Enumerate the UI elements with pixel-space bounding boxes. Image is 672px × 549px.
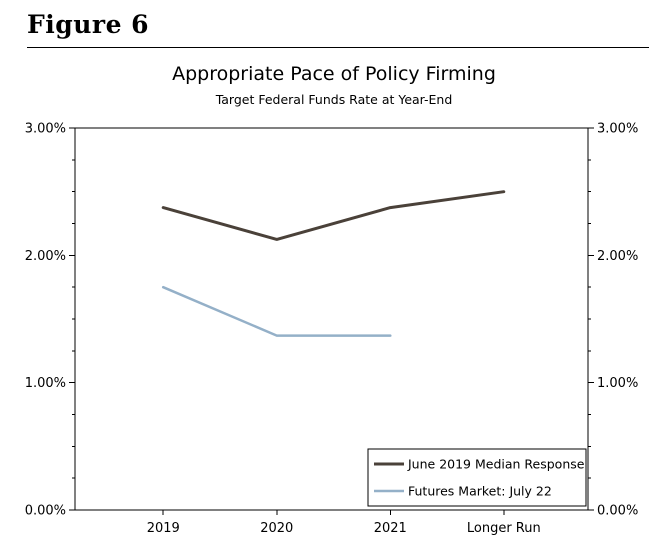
y-tick-label-right: 0.00% [597, 504, 638, 519]
series-line-1 [161, 285, 392, 337]
legend-label: June 2019 Median Response [407, 457, 585, 472]
chart-subtitle: Target Federal Funds Rate at Year-End [215, 92, 453, 107]
chart-title: Appropriate Pace of Policy Firming [172, 63, 496, 85]
legend-label: Futures Market: July 22 [408, 484, 552, 499]
figure-title: Figure 6 [27, 10, 150, 39]
y-tick-label-left: 1.00% [25, 376, 66, 391]
title-rule [27, 47, 649, 48]
x-tick-label: 2021 [374, 521, 407, 536]
plot-border [74, 127, 589, 511]
y-tick-label-left: 3.00% [25, 122, 66, 137]
x-tick-label: 2020 [260, 521, 293, 536]
y-tick-label-left: 0.00% [25, 504, 66, 519]
x-tick-label: Longer Run [467, 521, 541, 536]
y-tick-label-right: 2.00% [597, 249, 638, 264]
series-line-0 [161, 190, 506, 241]
legend-box [367, 448, 587, 507]
y-tick-label-right: 1.00% [597, 376, 638, 391]
y-tick-label-left: 2.00% [25, 249, 66, 264]
x-tick-label: 2019 [147, 521, 180, 536]
y-tick-label-right: 3.00% [597, 122, 638, 137]
